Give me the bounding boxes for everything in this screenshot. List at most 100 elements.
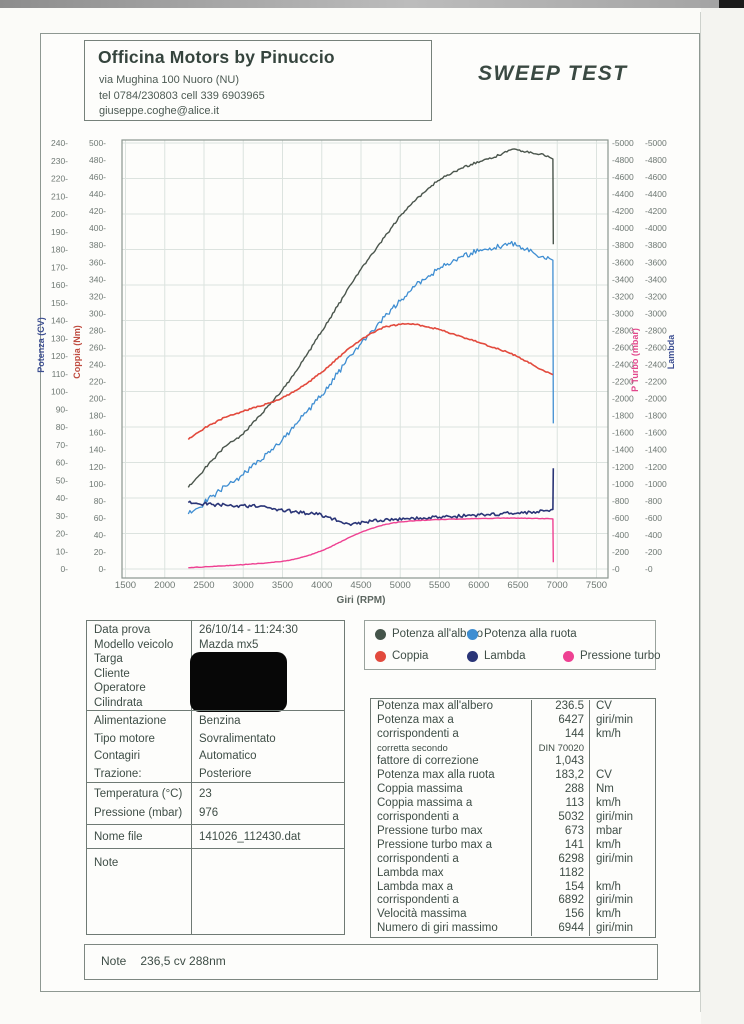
tick-label: 130- xyxy=(51,333,68,343)
result-unit: km/h xyxy=(589,727,655,742)
result-unit: giri/min xyxy=(589,811,655,825)
result-row: corrispondenti a 5032 giri/min xyxy=(371,811,655,825)
tick-label: -3400 xyxy=(612,274,634,284)
result-row: corretta secondo DIN 70020 xyxy=(371,741,655,756)
tick-label: -3600 xyxy=(645,257,667,267)
legend-item: Lambda xyxy=(467,650,526,662)
info-label: Temperatura (°C) xyxy=(94,788,183,800)
tick-label: -0 xyxy=(612,564,620,574)
legend-item: Coppia xyxy=(375,650,428,662)
info-label: Modello veicolo xyxy=(94,638,174,651)
tick-label: -4800 xyxy=(645,155,667,165)
tick-label: 60- xyxy=(94,513,106,523)
result-value: 144 xyxy=(531,727,589,742)
tick-label: 480- xyxy=(89,155,106,165)
info-section: Temperatura (°C) Pressione (mbar) 23 976 xyxy=(87,782,344,824)
tick-label: -400 xyxy=(612,530,629,540)
info-label: Nome file xyxy=(94,831,143,843)
result-label: corrispondenti a xyxy=(377,852,459,865)
tick-label: -4000 xyxy=(612,223,634,233)
legend-item: Potenza all'albero xyxy=(375,628,483,640)
result-label: Pressione turbo max xyxy=(377,824,483,837)
result-row: Coppia massima a 113 km/h xyxy=(371,797,655,812)
tick-label: -2800 xyxy=(645,325,667,335)
tick-label: -3000 xyxy=(645,308,667,318)
result-label: Numero di giri massimo xyxy=(377,922,498,935)
info-value: Automatico xyxy=(199,750,257,763)
result-value: 113 xyxy=(531,797,589,812)
tick-label: 180- xyxy=(51,245,68,255)
result-row: corrispondenti a 144 km/h xyxy=(371,727,655,742)
tick-label: -600 xyxy=(612,513,629,523)
tick-label: -4000 xyxy=(645,223,667,233)
legend-label: Lambda xyxy=(484,650,526,662)
x-tick-label: 3500 xyxy=(272,580,293,591)
legend-dot-icon xyxy=(467,628,478,640)
legend-dot-icon xyxy=(563,650,574,662)
result-unit xyxy=(589,755,655,770)
tick-label: -200 xyxy=(645,547,662,557)
tick-label: 60- xyxy=(56,458,68,468)
info-label: Pressione (mbar) xyxy=(94,807,183,819)
tick-label: 180- xyxy=(89,411,106,421)
tick-label: -4200 xyxy=(612,206,634,216)
tick-label: -600 xyxy=(645,513,662,523)
legend-label: Coppia xyxy=(392,650,429,662)
tick-label: -4600 xyxy=(612,172,634,182)
x-tick-label: 6000 xyxy=(468,580,489,591)
result-row: Pressione turbo max 673 mbar xyxy=(371,824,655,839)
tick-label: 200- xyxy=(51,209,68,219)
result-row: Lambda max a 154 km/h xyxy=(371,880,655,895)
tick-label: -4200 xyxy=(645,206,667,216)
tick-label: -4600 xyxy=(645,172,667,182)
scanner-edge-bar xyxy=(0,0,744,8)
tick-label: 10- xyxy=(56,546,68,556)
tick-label: 260- xyxy=(89,342,106,352)
tick-label: 40- xyxy=(56,493,68,503)
series-pressione-turbo xyxy=(188,517,554,569)
note-text: 236,5 cv 288nm xyxy=(140,954,226,968)
tick-label: -0 xyxy=(645,564,653,574)
result-row: corrispondenti a 6298 giri/min xyxy=(371,852,655,867)
result-unit: giri/min xyxy=(589,922,655,937)
result-row: corrispondenti a 6892 giri/min xyxy=(371,894,655,909)
result-unit: mbar xyxy=(589,824,655,839)
tick-label: -3200 xyxy=(612,291,634,301)
tick-label: -2200 xyxy=(645,377,667,387)
tick-label: 220- xyxy=(89,377,106,387)
result-unit xyxy=(589,866,655,881)
info-section: Alimentazione Tipo motore Contagiri Trazion… xyxy=(87,710,344,784)
tick-label: -3800 xyxy=(645,240,667,250)
tick-label: 0- xyxy=(98,564,106,574)
paper-right-margin xyxy=(701,8,744,1024)
info-section: Nome file 141026_112430.dat xyxy=(87,824,344,848)
info-value: Mazda mx5 xyxy=(199,638,259,651)
info-value: 26/10/14 - 11:24:30 xyxy=(199,624,298,636)
tick-label: -1800 xyxy=(612,411,634,421)
result-label: corrispondenti a xyxy=(377,727,459,740)
result-label: Velocità massima xyxy=(377,908,467,921)
info-section: Data prova Modello veicolo Targa Cliente Ope… xyxy=(87,621,344,712)
tick-label: -2600 xyxy=(612,342,634,352)
tick-label: 200- xyxy=(89,394,106,404)
tick-label: 70- xyxy=(56,440,68,450)
legend-dot-icon xyxy=(375,628,386,640)
tick-label: 230- xyxy=(51,156,68,166)
tick-label: -2800 xyxy=(612,325,634,335)
result-unit: Nm xyxy=(589,783,655,798)
tick-label: -3200 xyxy=(645,291,667,301)
info-value xyxy=(192,851,344,855)
tick-label: -4800 xyxy=(612,155,634,165)
x-tick-label: 4000 xyxy=(311,580,332,591)
tick-label: 40- xyxy=(94,530,106,540)
result-row: Potenza max a 6427 giri/min xyxy=(371,713,655,728)
tick-label: -2000 xyxy=(612,394,634,404)
result-row: Numero di giri massimo 6944 giri/min xyxy=(371,922,655,937)
result-value: 6892 xyxy=(531,894,589,909)
info-label: Cilindrata xyxy=(94,696,143,709)
result-unit: km/h xyxy=(589,838,655,853)
legend-label: Potenza alla ruota xyxy=(484,628,577,640)
result-label: Lambda max a xyxy=(377,880,454,893)
axis-title-p_turbo: P Turbo (mbar) xyxy=(630,328,640,392)
tick-label: 50- xyxy=(56,475,68,485)
